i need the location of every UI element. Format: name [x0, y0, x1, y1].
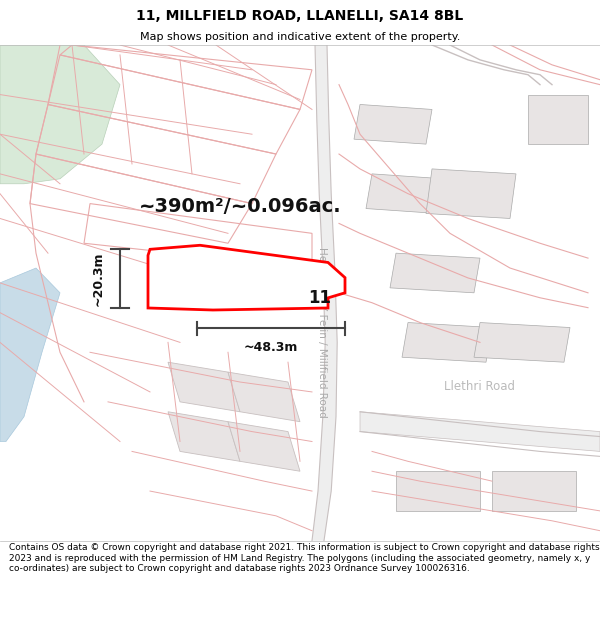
Text: Heol Maes Y Felin / Millfield Road: Heol Maes Y Felin / Millfield Road: [317, 247, 327, 418]
Polygon shape: [354, 104, 432, 144]
Text: Llethri Road: Llethri Road: [445, 381, 515, 394]
Polygon shape: [168, 412, 240, 461]
Polygon shape: [360, 412, 600, 451]
Polygon shape: [366, 174, 444, 214]
Text: ~390m²/~0.096ac.: ~390m²/~0.096ac.: [139, 198, 341, 216]
Text: Contains OS data © Crown copyright and database right 2021. This information is : Contains OS data © Crown copyright and d…: [9, 543, 599, 573]
Text: 11, MILLFIELD ROAD, LLANELLI, SA14 8BL: 11, MILLFIELD ROAD, LLANELLI, SA14 8BL: [136, 9, 464, 23]
Polygon shape: [402, 322, 492, 362]
Polygon shape: [0, 45, 120, 184]
Polygon shape: [312, 45, 337, 541]
Polygon shape: [228, 372, 300, 422]
Polygon shape: [492, 471, 576, 511]
Polygon shape: [390, 253, 480, 292]
Polygon shape: [528, 94, 588, 144]
Text: ~20.3m: ~20.3m: [92, 251, 105, 306]
Text: ~48.3m: ~48.3m: [244, 341, 298, 354]
Polygon shape: [0, 268, 60, 441]
Polygon shape: [148, 245, 345, 310]
Polygon shape: [396, 471, 480, 511]
Text: Map shows position and indicative extent of the property.: Map shows position and indicative extent…: [140, 31, 460, 41]
Text: 11: 11: [308, 289, 331, 307]
Polygon shape: [426, 169, 516, 219]
Polygon shape: [168, 362, 240, 412]
Polygon shape: [228, 422, 300, 471]
Polygon shape: [474, 322, 570, 362]
